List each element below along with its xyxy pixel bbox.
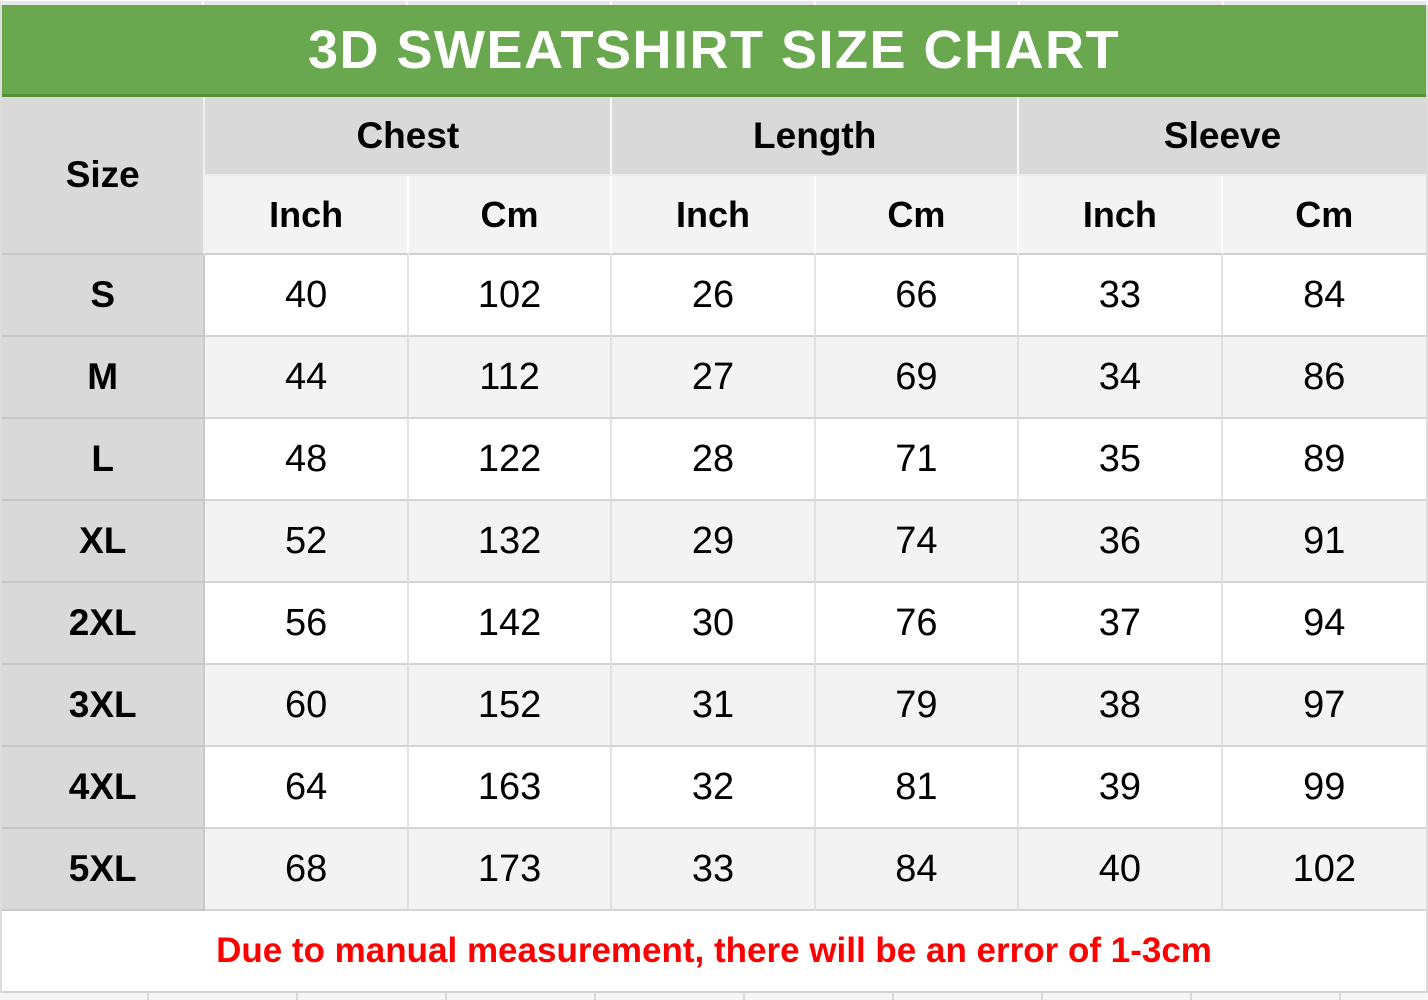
value-cell: 64 <box>205 747 409 829</box>
spreadsheet-bottom-edge <box>0 993 1428 1000</box>
value-cell: 44 <box>205 337 409 419</box>
size-label-M: M <box>2 337 206 419</box>
chest-group-header: Chest <box>205 97 613 176</box>
spreadsheet-top-edge <box>0 0 1428 5</box>
measurement-note-text: Due to manual measurement, there will be… <box>216 931 1212 970</box>
value-cell: 142 <box>408 583 613 665</box>
table-header: Size Chest Length Sleeve Inch Cm Inch Cm… <box>2 97 1426 255</box>
value-cell: 37 <box>1019 583 1223 665</box>
value-cell: 76 <box>815 583 1020 665</box>
size-label-S: S <box>2 255 206 337</box>
size-label-5XL: 5XL <box>2 829 206 911</box>
value-cell: 35 <box>1019 419 1223 501</box>
sleeve-group-header: Sleeve <box>1019 97 1426 176</box>
title-banner: 3D SWEATSHIRT SIZE CHART <box>2 5 1426 97</box>
value-cell: 31 <box>612 665 816 747</box>
value-cell: 27 <box>612 337 816 419</box>
value-cell: 29 <box>612 501 816 583</box>
value-cell: 33 <box>612 829 816 911</box>
value-cell: 94 <box>1222 583 1426 665</box>
value-cell: 60 <box>205 665 409 747</box>
value-cell: 52 <box>205 501 409 583</box>
value-cell: 71 <box>815 419 1020 501</box>
sleeve-cm-header: Cm <box>1222 176 1426 255</box>
value-cell: 99 <box>1222 747 1426 829</box>
size-column-header: Size <box>2 97 206 255</box>
sleeve-inch-header: Inch <box>1019 176 1223 255</box>
size-label-L: L <box>2 419 206 501</box>
length-group-header: Length <box>612 97 1020 176</box>
size-label-4XL: 4XL <box>2 747 206 829</box>
value-cell: 33 <box>1019 255 1223 337</box>
value-cell: 30 <box>612 583 816 665</box>
chest-cm-header: Cm <box>408 176 613 255</box>
value-cell: 84 <box>815 829 1020 911</box>
measurement-note-row: Due to manual measurement, there will be… <box>2 911 1426 993</box>
value-cell: 48 <box>205 419 409 501</box>
value-cell: 38 <box>1019 665 1223 747</box>
page-title: 3D SWEATSHIRT SIZE CHART <box>307 19 1120 80</box>
value-cell: 32 <box>612 747 816 829</box>
value-cell: 89 <box>1222 419 1426 501</box>
size-label-2XL: 2XL <box>2 583 206 665</box>
value-cell: 91 <box>1222 501 1426 583</box>
value-cell: 56 <box>205 583 409 665</box>
size-label-XL: XL <box>2 501 206 583</box>
value-cell: 39 <box>1019 747 1223 829</box>
value-cell: 36 <box>1019 501 1223 583</box>
value-cell: 26 <box>612 255 816 337</box>
value-cell: 112 <box>408 337 613 419</box>
value-cell: 79 <box>815 665 1020 747</box>
value-cell: 40 <box>1019 829 1223 911</box>
table-frame: 3D SWEATSHIRT SIZE CHART Size Chest Leng… <box>0 5 1428 993</box>
size-table-body: S 40 102 26 66 33 84 M 44 112 27 69 34 86 L 48 122 28 71 35… <box>2 255 1426 911</box>
value-cell: 34 <box>1019 337 1223 419</box>
value-cell: 68 <box>205 829 409 911</box>
value-cell: 28 <box>612 419 816 501</box>
value-cell: 86 <box>1222 337 1426 419</box>
size-label-3XL: 3XL <box>2 665 206 747</box>
value-cell: 173 <box>408 829 613 911</box>
value-cell: 163 <box>408 747 613 829</box>
value-cell: 84 <box>1222 255 1426 337</box>
value-cell: 152 <box>408 665 613 747</box>
value-cell: 74 <box>815 501 1020 583</box>
value-cell: 81 <box>815 747 1020 829</box>
value-cell: 69 <box>815 337 1020 419</box>
value-cell: 102 <box>1222 829 1426 911</box>
length-cm-header: Cm <box>815 176 1020 255</box>
value-cell: 102 <box>408 255 613 337</box>
chest-inch-header: Inch <box>205 176 409 255</box>
value-cell: 132 <box>408 501 613 583</box>
value-cell: 40 <box>205 255 409 337</box>
value-cell: 66 <box>815 255 1020 337</box>
value-cell: 122 <box>408 419 613 501</box>
length-inch-header: Inch <box>612 176 816 255</box>
value-cell: 97 <box>1222 665 1426 747</box>
